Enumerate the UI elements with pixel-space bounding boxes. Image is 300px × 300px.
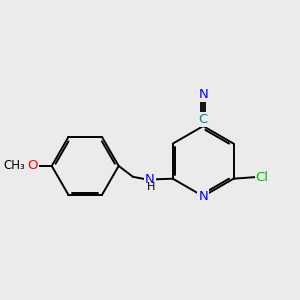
Text: N: N: [198, 88, 208, 101]
Text: H: H: [147, 182, 155, 192]
Text: N: N: [145, 173, 155, 186]
Text: C: C: [199, 112, 208, 126]
Text: O: O: [27, 159, 38, 172]
Text: N: N: [198, 190, 208, 203]
Text: CH₃: CH₃: [4, 159, 25, 172]
Text: Cl: Cl: [256, 171, 269, 184]
